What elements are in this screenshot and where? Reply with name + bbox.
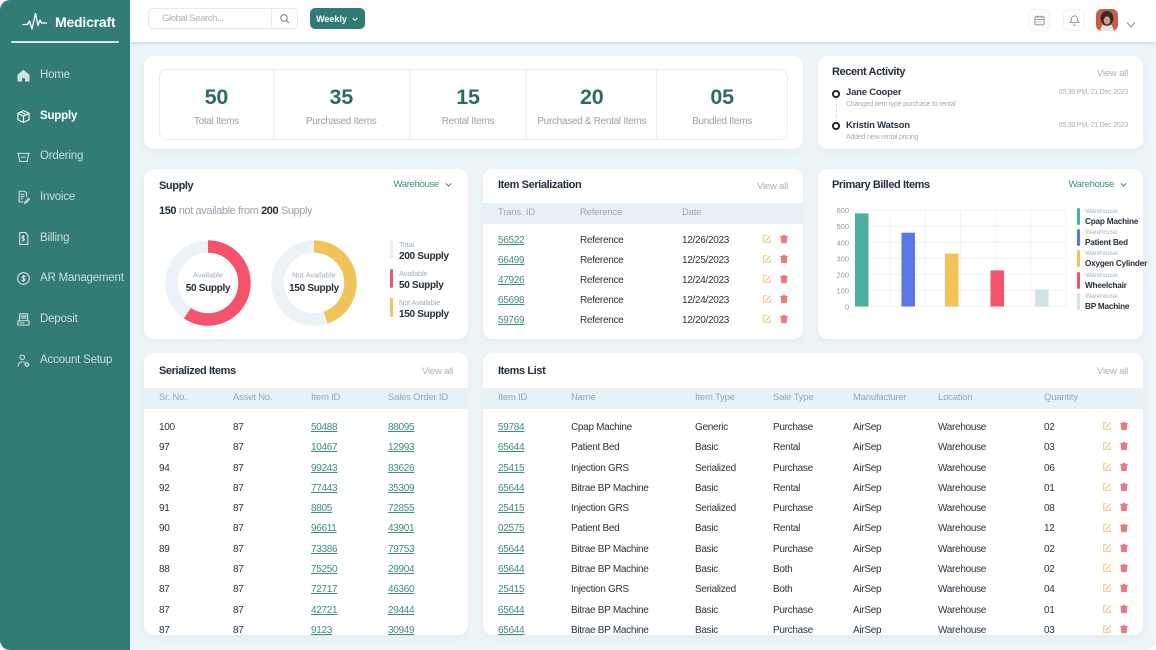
- svg-text:Available: Available: [193, 271, 223, 280]
- svg-text:Not Available: Not Available: [292, 271, 336, 280]
- svg-text:200: 200: [836, 270, 849, 279]
- svg-text:600: 600: [836, 206, 849, 215]
- svg-text:50 Supply: 50 Supply: [186, 283, 231, 294]
- svg-text:100: 100: [836, 287, 849, 296]
- svg-text:300: 300: [836, 254, 849, 263]
- svg-text:500: 500: [836, 222, 849, 231]
- svg-text:0: 0: [845, 303, 849, 312]
- svg-text:400: 400: [836, 238, 849, 247]
- svg-text:150 Supply: 150 Supply: [289, 283, 340, 294]
